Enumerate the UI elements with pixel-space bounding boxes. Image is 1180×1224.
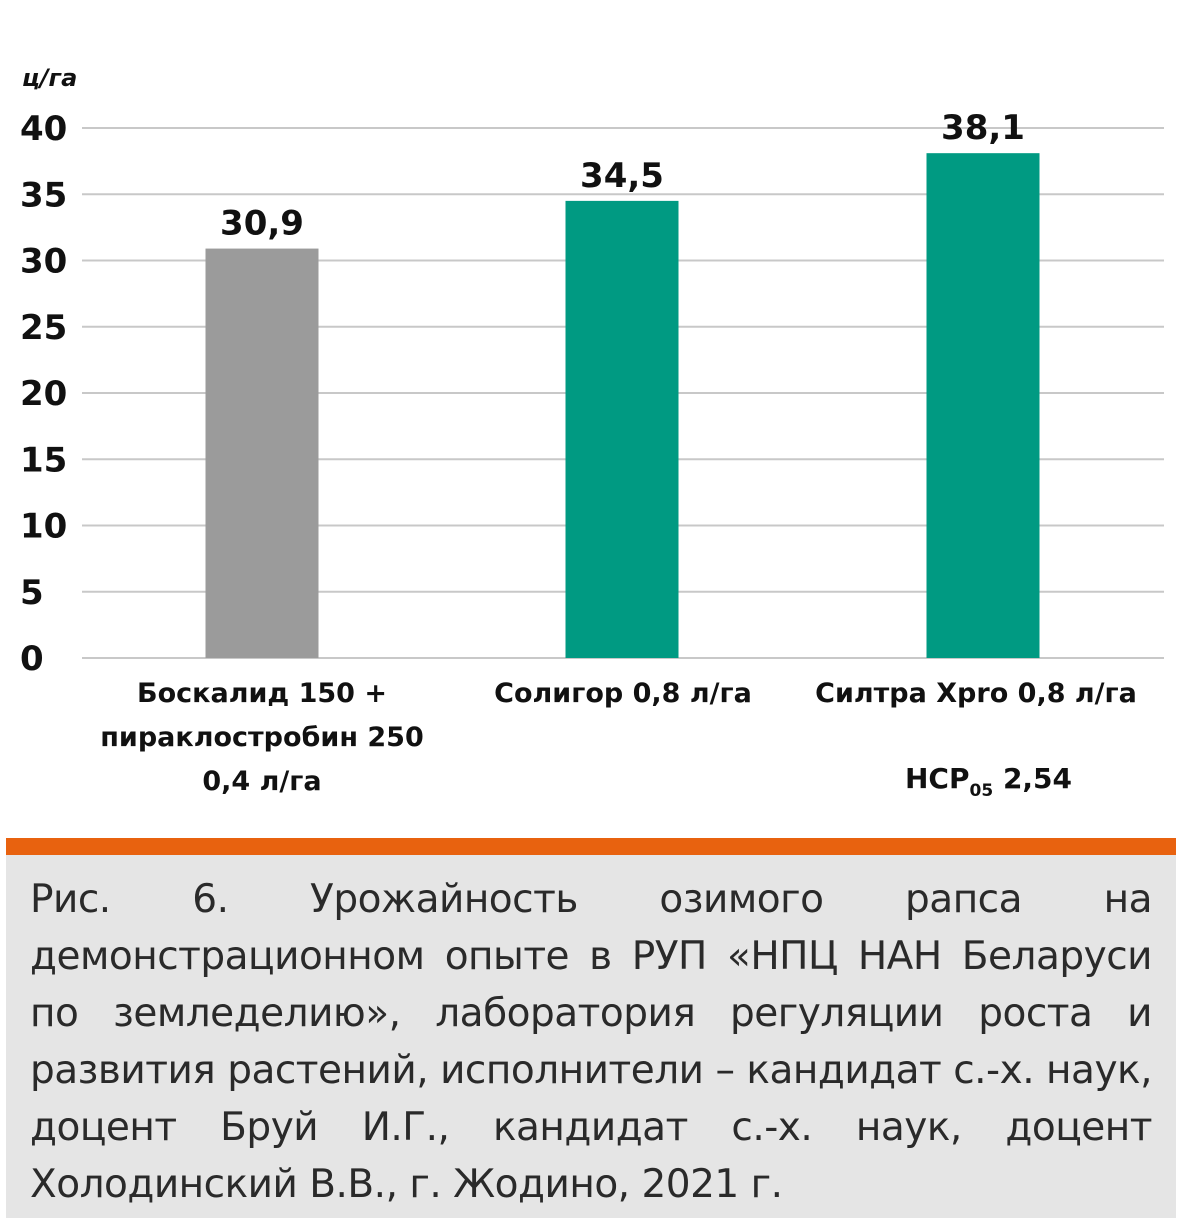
category-label-0-line-2: 0,4 л/га: [202, 766, 322, 797]
figure-caption: Рис. 6. Урожайность озимого рапса на дем…: [30, 877, 1153, 1207]
y-tick-label-15: 15: [20, 440, 67, 480]
y-tick-label-40: 40: [20, 109, 67, 149]
y-tick-label-5: 5: [20, 573, 44, 613]
y-tick-label-30: 30: [20, 242, 67, 282]
category-label-0-line-0: Боскалид 150 +: [137, 678, 387, 709]
y-tick-label-10: 10: [20, 507, 67, 547]
y-axis-unit: ц/га: [22, 64, 78, 92]
category-label-1-line-0: Солигор 0,8 л/га: [494, 678, 752, 709]
y-tick-label-25: 25: [20, 308, 67, 348]
caption-box: Рис. 6. Урожайность озимого рапса на дем…: [6, 855, 1176, 1218]
category-label-0-line-1: пираклостробин 250: [100, 722, 424, 753]
lsd-subscript: 05: [969, 781, 994, 801]
category-label-2: Силтра Xpro 0,8 л/га: [786, 672, 1166, 716]
bar-1: [565, 200, 679, 658]
lsd-value: 2,54: [1002, 762, 1073, 795]
bar-value-label-0: 30,9: [220, 204, 304, 244]
bar-value-label-1: 34,5: [580, 156, 664, 196]
category-label-0: Боскалид 150 + пираклостробин 250 0,4 л/…: [72, 672, 452, 804]
category-label-2-line-0: Силтра Xpro 0,8 л/га: [815, 678, 1137, 709]
bar-value-label-2: 38,1: [941, 108, 1025, 148]
y-tick-label-0: 0: [20, 639, 44, 679]
bar-2: [926, 153, 1040, 659]
lsd-prefix: НСР: [905, 762, 970, 795]
y-tick-label-35: 35: [20, 175, 67, 215]
y-tick-label-20: 20: [20, 374, 67, 414]
accent-divider: [6, 838, 1176, 855]
bar-0: [205, 248, 319, 658]
category-label-1: Солигор 0,8 л/га: [433, 672, 813, 716]
bar-chart: 0 5 10 15 20 25 30 35 40 30,9 34,5 38,1: [20, 108, 1164, 679]
lsd-annotation: НСР05 2,54: [905, 762, 1072, 801]
